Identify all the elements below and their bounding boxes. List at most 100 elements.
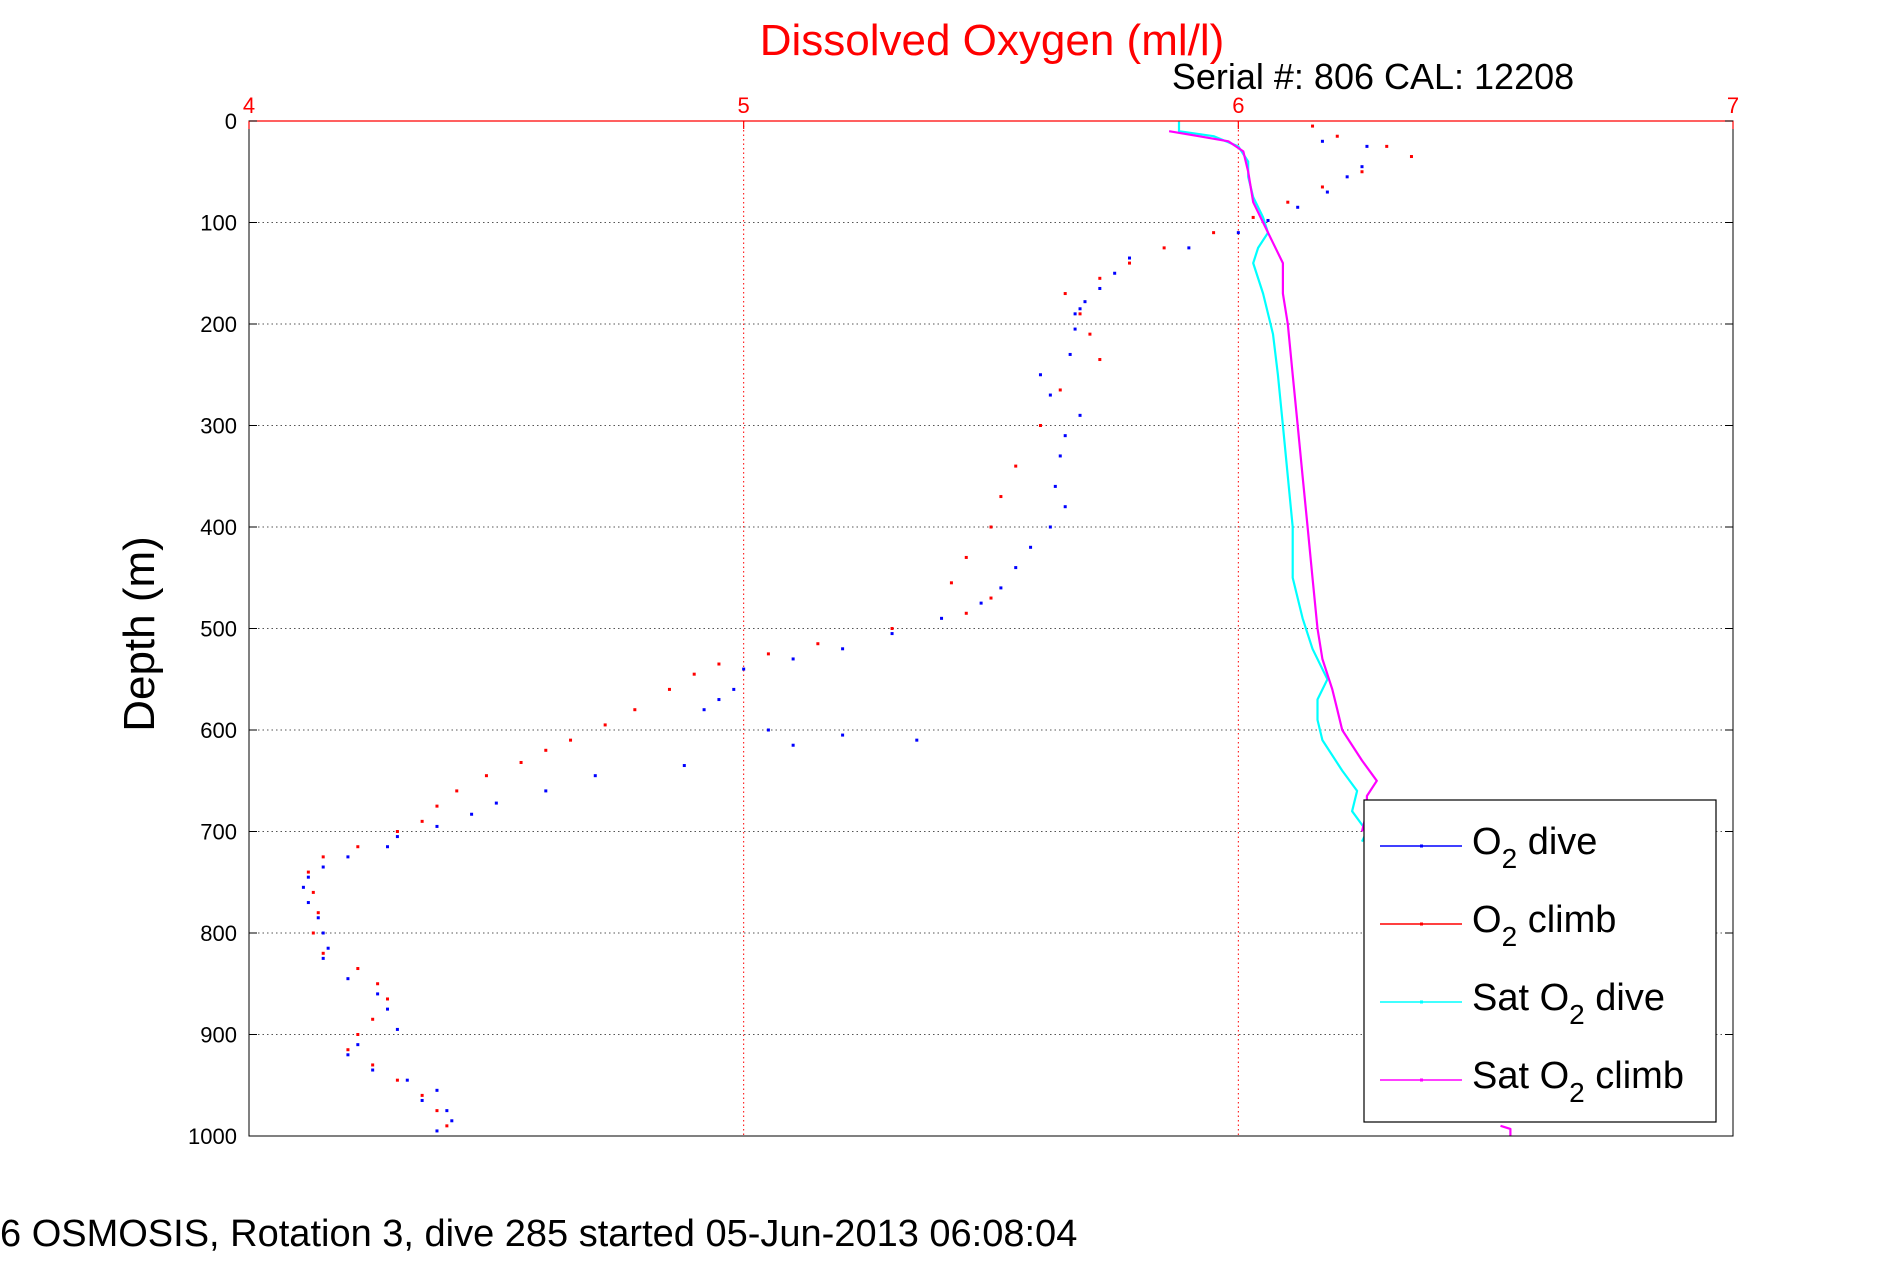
series-1-point — [356, 845, 360, 849]
series-0-point — [321, 865, 325, 869]
series-0-point — [1098, 286, 1102, 290]
y-tick-label: 0 — [225, 109, 237, 134]
series-0-point — [435, 824, 439, 828]
series-0-point — [1113, 271, 1117, 275]
series-1-point — [1038, 424, 1042, 427]
series-0-point — [435, 1088, 439, 1092]
series-1-point — [1320, 185, 1324, 189]
chart-subtitle: Serial #: 806 CAL: 12208 — [1172, 56, 1574, 97]
series-1-point — [890, 627, 894, 630]
series-0-point — [1325, 190, 1329, 194]
series-0-point — [1063, 434, 1067, 438]
series-0-point — [494, 801, 498, 805]
series-0-point — [1345, 175, 1349, 179]
series-1-point — [321, 951, 325, 955]
series-0-point — [445, 1109, 449, 1113]
series-1-point — [386, 997, 390, 1001]
series-0-point — [376, 992, 380, 996]
series-0-point — [1029, 545, 1033, 549]
series-1-point — [1078, 312, 1082, 316]
series-0-point — [1038, 373, 1042, 377]
y-tick-label: 100 — [200, 211, 237, 236]
series-1-point — [1311, 124, 1315, 128]
series-1-point — [455, 789, 459, 793]
series-1-point — [1409, 155, 1413, 159]
series-1-point — [1088, 332, 1092, 336]
x-tick-label: 6 — [1232, 93, 1244, 118]
series-1-point — [989, 596, 993, 600]
series-1-point — [395, 1078, 399, 1082]
series-1-point — [1098, 276, 1102, 280]
series-0-point — [1078, 413, 1082, 417]
series-1-point — [1212, 231, 1216, 235]
series-1-point — [1098, 358, 1102, 362]
series-1-point — [1251, 215, 1255, 219]
series-0-point — [1073, 312, 1077, 316]
series-1-point — [633, 708, 637, 712]
series-1-point — [376, 982, 380, 986]
series-0-point — [682, 764, 686, 768]
series-1-point — [306, 870, 310, 874]
series-0-point — [470, 812, 474, 816]
series-0-point — [356, 1043, 360, 1047]
y-tick-label: 300 — [200, 414, 237, 439]
series-1-point — [999, 495, 1003, 499]
series-layer — [301, 121, 1512, 1136]
series-0-point — [1048, 525, 1052, 529]
series-1-point — [544, 748, 548, 752]
series-1-point — [1286, 200, 1290, 204]
series-0-point — [386, 1007, 390, 1011]
series-0-point — [1187, 246, 1191, 250]
footer-caption: 6 OSMOSIS, Rotation 3, dive 285 started … — [0, 1213, 1077, 1255]
series-1-point — [1360, 170, 1364, 174]
series-0-point — [1063, 505, 1067, 509]
series-1-point — [1063, 292, 1067, 296]
series-0-point — [316, 916, 320, 920]
legend-label: O2 climb — [1472, 899, 1616, 952]
series-0-point — [999, 586, 1003, 590]
series-0-point — [890, 632, 894, 636]
series-1-point — [1014, 464, 1018, 468]
series-0-point — [979, 601, 983, 605]
y-tick-label: 900 — [200, 1023, 237, 1048]
series-0-point — [395, 835, 399, 839]
series-0-point — [791, 743, 795, 747]
series-0-point — [386, 845, 390, 849]
legend-swatch-marker — [1420, 1078, 1423, 1082]
series-1-point — [356, 967, 360, 971]
series-0-point — [732, 687, 736, 691]
series-0-point — [1320, 139, 1324, 143]
y-tick-label: 800 — [200, 921, 237, 946]
series-0-point — [841, 647, 845, 651]
series-1-point — [371, 1063, 375, 1067]
series-1-point — [316, 911, 320, 915]
series-0-point — [301, 885, 305, 889]
series-1-point — [1128, 261, 1132, 265]
series-0-point — [326, 946, 330, 950]
series-1-point — [989, 525, 993, 529]
legend: O2 dive O2 climb Sat O2 dive Sat O2 climb — [1363, 799, 1717, 1123]
series-0-point — [1266, 218, 1270, 222]
series-0-point — [450, 1119, 454, 1123]
series-1-point — [321, 855, 325, 859]
series-0-point — [841, 733, 845, 737]
series-0-point — [1048, 393, 1052, 397]
series-1-point — [766, 652, 770, 656]
series-1-point — [435, 804, 439, 808]
y-tick-label: 500 — [200, 617, 237, 642]
series-0-point — [306, 875, 310, 879]
series-1-point — [1385, 144, 1389, 148]
series-1-point — [816, 642, 820, 646]
series-1-point — [311, 890, 315, 894]
series-0-point — [405, 1078, 409, 1082]
series-1-point — [519, 760, 523, 764]
series-1-point — [420, 819, 424, 823]
series-1-point — [717, 662, 721, 666]
series-0-point — [717, 698, 721, 702]
legend-box — [1363, 799, 1717, 1123]
y-tick-label: 700 — [200, 820, 237, 845]
series-0-point — [1360, 165, 1364, 169]
series-0-point — [1053, 484, 1057, 488]
legend-label: O2 dive — [1472, 821, 1597, 874]
